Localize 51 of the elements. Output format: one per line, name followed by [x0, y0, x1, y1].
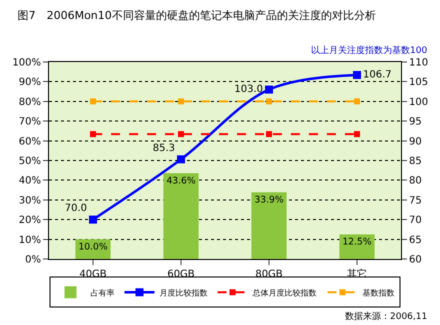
data-label: 103.0 — [234, 84, 263, 96]
y-tick-label: 20% — [18, 215, 41, 226]
point — [90, 131, 96, 138]
point — [178, 98, 184, 104]
point — [354, 131, 360, 138]
y-tick-label: 80% — [18, 96, 41, 108]
y2-tick-label: 110 — [409, 58, 428, 68]
legend-label: 月度比较指数 — [160, 288, 208, 298]
point — [266, 98, 272, 104]
data-label: 85.3 — [152, 142, 175, 154]
bar — [163, 173, 199, 259]
point — [353, 71, 361, 79]
y-tick-label: 0% — [25, 254, 41, 266]
y-tick-label: 60% — [18, 136, 41, 148]
point — [89, 216, 97, 224]
point — [90, 98, 96, 104]
source-note: 数据来源：2006,11 — [345, 311, 428, 322]
y-tick-label: 100% — [12, 58, 41, 68]
y2-tick-label: 75 — [409, 195, 422, 206]
data-label: 12.5% — [342, 236, 372, 248]
legend-label: 总体月度比较指数 — [252, 288, 316, 298]
data-label: 43.6% — [166, 175, 196, 186]
point — [178, 131, 184, 138]
y2-tick-label: 80 — [409, 176, 422, 187]
chart-subtitle: 以上月关注度指数为基数100 — [311, 45, 428, 56]
y-tick-label: 30% — [18, 195, 41, 206]
point — [266, 131, 272, 138]
y-tick-label: 50% — [18, 156, 41, 167]
y-tick-label: 40% — [18, 176, 41, 187]
data-label: 106.7 — [363, 70, 392, 80]
y2-tick-label: 85 — [409, 156, 422, 167]
point — [177, 155, 185, 164]
y2-tick-label: 70 — [409, 215, 422, 226]
y2-tick-label: 65 — [409, 234, 422, 246]
chart-title: 图7 2006Mon10不同容量的硬盘的笔记本电脑产品的关注度的对比分析 — [18, 9, 376, 22]
data-label: 10.0% — [78, 242, 108, 253]
point — [354, 98, 360, 104]
y2-tick-label: 90 — [409, 136, 422, 148]
data-label: 70.0 — [64, 203, 87, 214]
y2-tick-label: 105 — [409, 77, 428, 88]
y2-tick-label: 95 — [409, 116, 422, 128]
data-label: 33.9% — [254, 194, 284, 206]
y-tick-label: 10% — [18, 234, 41, 246]
y-tick-label: 90% — [18, 77, 41, 88]
y2-tick-label: 60 — [409, 254, 422, 266]
bar — [251, 192, 287, 259]
y2-tick-label: 100 — [409, 96, 428, 108]
legend-label: 基数指数 — [362, 288, 394, 298]
legend-label: 占有率 — [90, 288, 114, 298]
point — [265, 86, 273, 94]
y-tick-label: 70% — [18, 116, 41, 128]
